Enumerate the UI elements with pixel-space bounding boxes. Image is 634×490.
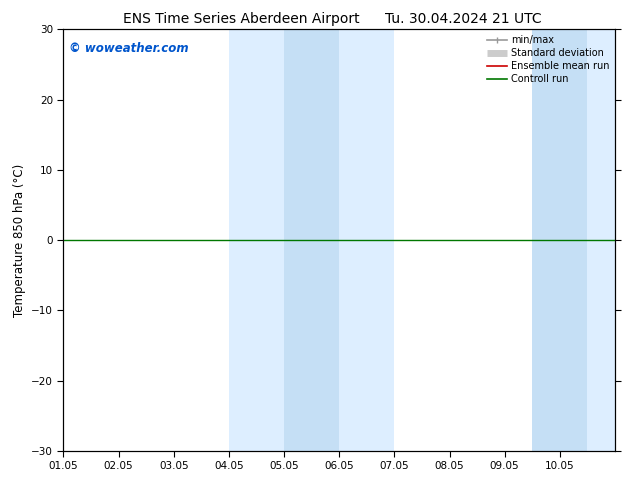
Bar — [533, 29, 588, 451]
Bar — [533, 29, 615, 451]
Bar — [229, 29, 394, 451]
Y-axis label: Temperature 850 hPa (°C): Temperature 850 hPa (°C) — [13, 164, 25, 317]
Legend: min/max, Standard deviation, Ensemble mean run, Controll run: min/max, Standard deviation, Ensemble me… — [483, 31, 613, 88]
Text: Tu. 30.04.2024 21 UTC: Tu. 30.04.2024 21 UTC — [384, 12, 541, 26]
Text: ENS Time Series Aberdeen Airport: ENS Time Series Aberdeen Airport — [122, 12, 359, 26]
Bar — [284, 29, 339, 451]
Text: © woweather.com: © woweather.com — [69, 42, 188, 55]
